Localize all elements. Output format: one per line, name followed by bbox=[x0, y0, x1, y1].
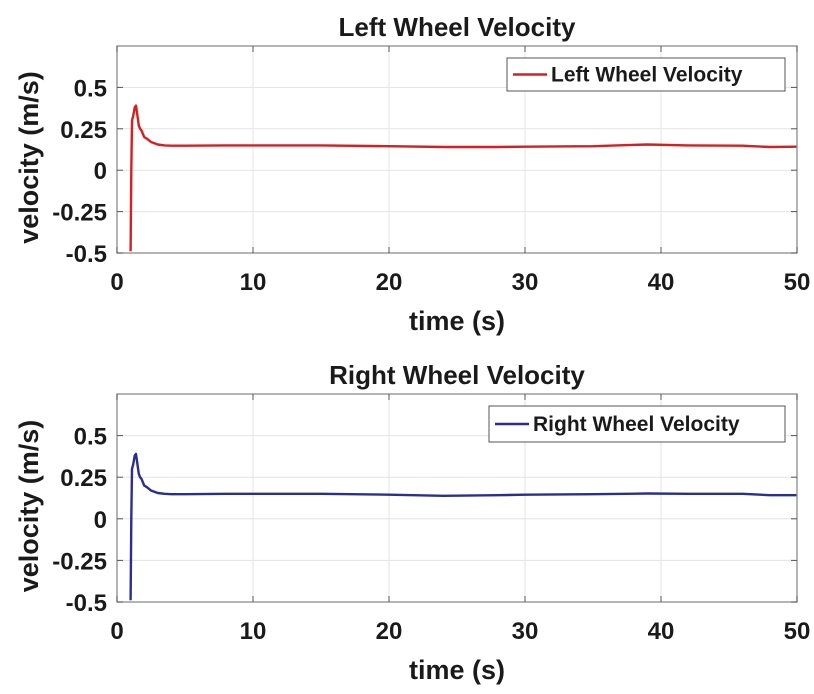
axes-box bbox=[116, 393, 798, 603]
x-tick-label: 20 bbox=[376, 269, 403, 296]
x-tick-label: 40 bbox=[648, 618, 675, 645]
y-axis-label: velocity (m/s) bbox=[14, 71, 44, 244]
y-tick-label: 0 bbox=[94, 158, 107, 185]
x-tick-label: 0 bbox=[110, 618, 123, 645]
x-axis-label: time (s) bbox=[409, 306, 505, 336]
legend-label: Right Wheel Velocity bbox=[533, 413, 740, 436]
x-tick-label: 30 bbox=[512, 269, 539, 296]
y-tick-label: -0.25 bbox=[52, 548, 107, 575]
y-tick-label: 0.25 bbox=[60, 465, 107, 492]
x-tick-label: 50 bbox=[784, 269, 811, 296]
legend-label: Left Wheel Velocity bbox=[551, 64, 743, 87]
x-tick-label: 10 bbox=[240, 618, 267, 645]
legend: Right Wheel Velocity bbox=[488, 405, 786, 443]
left-wheel-panel: 0 10 20 30 40 50 -0.5 -0.25 0 0.25 0.5 Left Wheel V… bbox=[14, 12, 810, 336]
y-axis-label: velocity (m/s) bbox=[14, 420, 44, 593]
axes-box bbox=[116, 45, 798, 254]
x-tick-label: 20 bbox=[376, 618, 403, 645]
x-tick-label: 40 bbox=[648, 269, 675, 296]
y-tick-label: 0.5 bbox=[74, 424, 107, 451]
x-tick-label: 10 bbox=[240, 269, 267, 296]
y-tick-label: -0.5 bbox=[66, 241, 107, 268]
x-tick-label: 50 bbox=[784, 618, 811, 645]
series-line bbox=[129, 104, 798, 252]
series-line bbox=[129, 452, 797, 601]
x-tick-label: 30 bbox=[512, 618, 539, 645]
x-tick-label: 0 bbox=[110, 269, 123, 296]
y-tick-label: 0.25 bbox=[60, 117, 107, 144]
chart-title: Left Wheel Velocity bbox=[339, 12, 576, 42]
y-tick-label: -0.5 bbox=[66, 590, 107, 617]
legend-box bbox=[506, 57, 786, 92]
y-tick-label: -0.25 bbox=[52, 200, 107, 227]
x-axis-label: time (s) bbox=[409, 655, 505, 685]
right-wheel-panel: 0 10 20 30 40 50 -0.5 -0.25 0 0.25 0.5 Right Wheel … bbox=[14, 360, 810, 685]
y-tick-label: 0.5 bbox=[74, 75, 107, 102]
legend-box bbox=[488, 405, 786, 443]
chart-title: Right Wheel Velocity bbox=[329, 360, 585, 390]
y-tick-label: 0 bbox=[94, 507, 107, 534]
legend: Left Wheel Velocity bbox=[506, 57, 786, 92]
